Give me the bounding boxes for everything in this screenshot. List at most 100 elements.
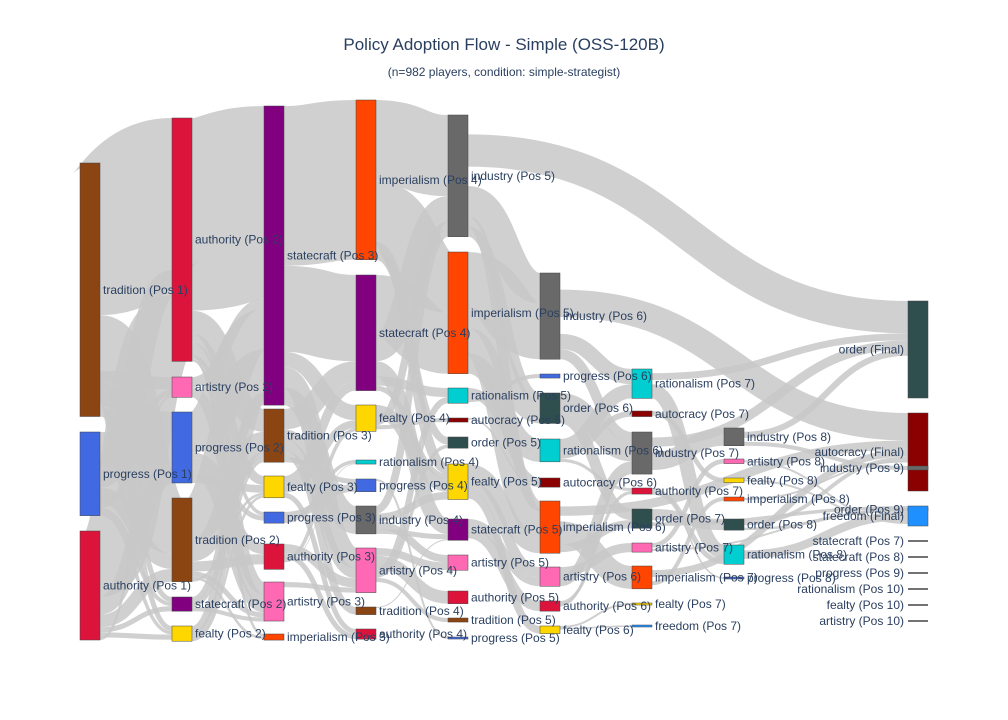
sankey-node-progress-8[interactable]	[723, 576, 745, 580]
sankey-link	[651, 458, 725, 548]
sankey-node-freedom-7[interactable]	[631, 624, 653, 628]
sankey-link	[282, 361, 358, 430]
sankey-node-autocracy-7[interactable]	[631, 410, 653, 417]
sankey-node-fealty-4[interactable]	[355, 404, 377, 432]
node-label: imperialism (Pos 7)	[655, 570, 758, 584]
sankey-link	[372, 196, 452, 362]
node-label: artistry (Pos 8)	[747, 454, 825, 468]
sankey-link	[99, 394, 173, 641]
sankey-node-statecraft-4[interactable]	[355, 274, 377, 391]
sankey-node-fealty-3[interactable]	[263, 475, 285, 499]
node-label: freedom (Final)	[823, 509, 904, 523]
sankey-node-industry-5[interactable]	[447, 114, 469, 237]
sankey-link	[191, 571, 265, 618]
node-label: progress (Pos 1)	[103, 467, 192, 481]
sankey-node-autocracy-5[interactable]	[447, 417, 469, 423]
sankey-node-order-7[interactable]	[631, 508, 653, 529]
sankey-link	[559, 603, 633, 629]
sankey-node-industry-7[interactable]	[631, 431, 653, 475]
sankey-node-fealty-6[interactable]	[539, 625, 561, 634]
sankey-node-progress-5[interactable]	[447, 636, 469, 640]
sankey-node-tradition-1[interactable]	[79, 162, 101, 417]
sankey-link	[99, 568, 173, 628]
sankey-node-authority-4[interactable]	[355, 628, 377, 640]
sankey-link	[374, 100, 450, 197]
node-label: fealty (Pos 6)	[563, 623, 634, 637]
sankey-link	[375, 418, 449, 430]
node-label: artistry (Pos 2)	[195, 380, 273, 394]
sankey-node-imperialism-4[interactable]	[355, 99, 377, 260]
sankey-node-tradition-2[interactable]	[171, 497, 193, 582]
sankey-link	[743, 511, 909, 559]
sankey-node-artistry-7[interactable]	[631, 542, 653, 553]
sankey-link	[466, 464, 542, 554]
sankey-node-artistry-5[interactable]	[447, 554, 469, 571]
sankey-node-statecraft-5[interactable]	[447, 518, 469, 541]
node-label: fealty (Pos 5)	[471, 475, 542, 489]
sankey-node-imperialism-5[interactable]	[447, 251, 469, 374]
sankey-node-tradition-3[interactable]	[263, 408, 285, 463]
node-label: artistry (Pos 3)	[287, 595, 365, 609]
sankey-link	[375, 397, 449, 575]
sankey-node-order-8[interactable]	[723, 518, 745, 531]
sankey-node-rationalism-6[interactable]	[539, 438, 561, 463]
sankey-node-fealty-2[interactable]	[171, 625, 193, 642]
sankey-node-statecraft-2[interactable]	[171, 596, 193, 612]
sankey-node-industry-4[interactable]	[355, 505, 377, 535]
sankey-node-fealty-7[interactable]	[631, 602, 653, 606]
sankey-node-order-final[interactable]	[907, 300, 929, 399]
sankey-link	[283, 484, 357, 520]
sankey-node-imperialism-6[interactable]	[539, 500, 561, 554]
sankey-node-authority-1[interactable]	[79, 530, 101, 641]
sankey-node-imperialism-7[interactable]	[631, 565, 653, 590]
chart-title: Policy Adoption Flow - Simple (OSS-120B)	[343, 35, 664, 54]
sankey-node-tradition-5[interactable]	[447, 617, 469, 623]
sankey-node-rationalism-4[interactable]	[355, 459, 377, 465]
sankey-link	[80, 295, 192, 597]
link-layer	[70, 99, 909, 642]
chart-subtitle: (n=982 players, condition: simple-strate…	[388, 65, 620, 79]
sankey-node-order-5[interactable]	[447, 436, 469, 449]
node-label: order (Pos 8)	[747, 518, 817, 532]
sankey-node-statecraft-3[interactable]	[263, 105, 285, 406]
node-label: industry (Pos 8)	[747, 430, 831, 444]
sankey-node-imperialism-8[interactable]	[723, 496, 745, 502]
sankey-node-order-6[interactable]	[539, 392, 561, 424]
sankey-node-progress-3[interactable]	[263, 511, 285, 524]
sankey-link	[650, 384, 726, 560]
node-label: fealty (Pos 7)	[655, 597, 726, 611]
sankey-node-progress-4[interactable]	[355, 478, 377, 492]
sankey-node-industry-8[interactable]	[723, 427, 745, 446]
sankey-node-artistry-3[interactable]	[263, 581, 285, 622]
node-label: fealty (Pos 10)	[827, 598, 904, 612]
sankey-node-industry-9[interactable]	[907, 465, 929, 471]
sankey-node-rationalism-5[interactable]	[447, 387, 469, 404]
sankey-node-authority-2[interactable]	[171, 117, 193, 362]
sankey-node-artistry-6[interactable]	[539, 566, 561, 587]
sankey-node-autocracy-final[interactable]	[907, 412, 929, 492]
sankey-node-artistry-2[interactable]	[171, 376, 193, 398]
sankey-node-rationalism-7[interactable]	[631, 368, 653, 399]
sankey-node-autocracy-6[interactable]	[539, 477, 561, 488]
node-label: rationalism (Pos 5)	[471, 389, 571, 403]
sankey-node-authority-6[interactable]	[539, 600, 561, 612]
sankey-node-artistry-4[interactable]	[355, 547, 377, 593]
sankey-link	[467, 519, 541, 587]
sankey-node-rationalism-8[interactable]	[723, 544, 745, 565]
sankey-node-progress-2[interactable]	[171, 411, 193, 484]
sankey-node-fealty-5[interactable]	[447, 463, 469, 500]
sankey-node-freedom-final[interactable]	[907, 505, 929, 527]
sankey-node-imperialism-3[interactable]	[263, 633, 285, 641]
node-label: imperialism (Pos 3)	[287, 630, 390, 644]
sankey-node-industry-6[interactable]	[539, 272, 561, 360]
sankey-node-progress-1[interactable]	[79, 431, 101, 516]
sankey-node-authority-5[interactable]	[447, 590, 469, 604]
sankey-node-fealty-8[interactable]	[723, 477, 745, 483]
sankey-node-authority-3[interactable]	[263, 543, 285, 570]
sankey-node-authority-7[interactable]	[631, 487, 653, 495]
sankey-node-tradition-4[interactable]	[355, 606, 377, 615]
node-label: rationalism (Pos 4)	[379, 455, 479, 469]
node-label: authority (Pos 2)	[195, 233, 283, 247]
sankey-node-artistry-8[interactable]	[723, 458, 745, 464]
sankey-node-progress-6[interactable]	[539, 373, 561, 379]
